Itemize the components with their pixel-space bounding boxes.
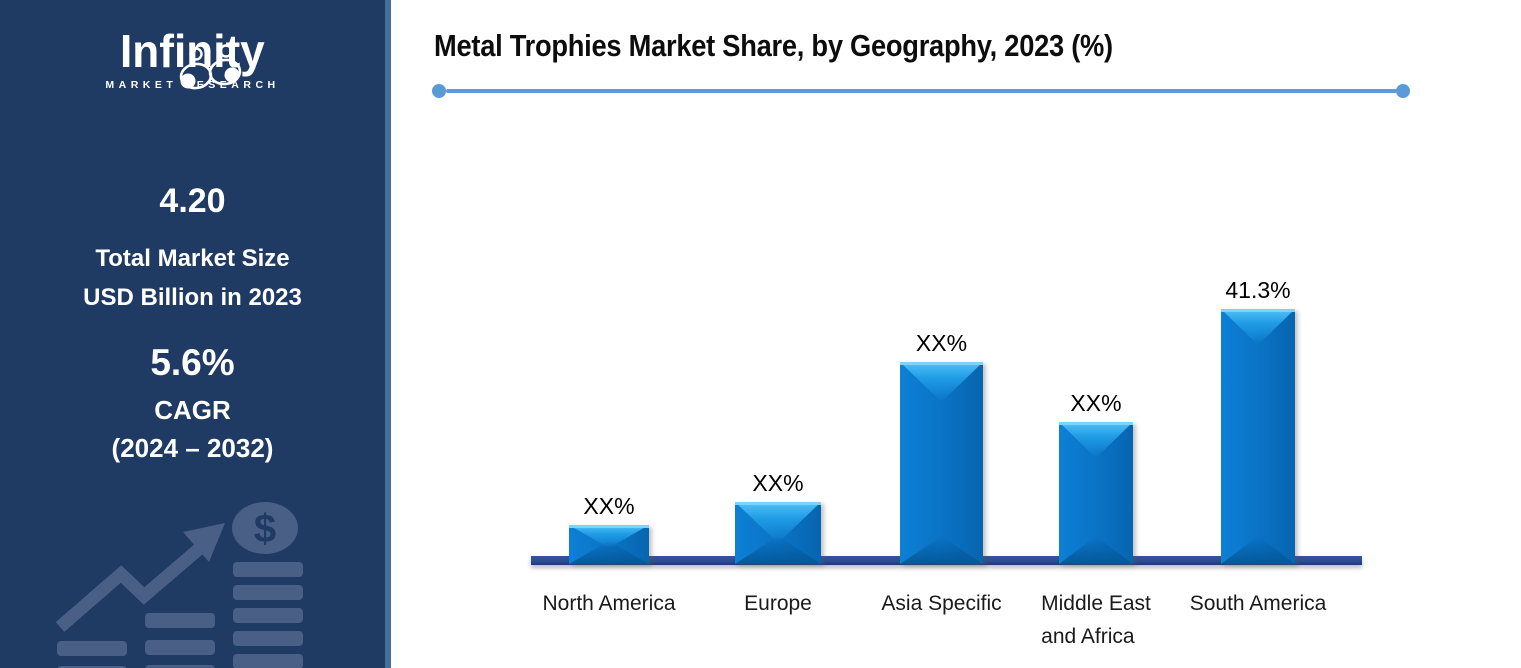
bar-value-label: XX%: [752, 470, 804, 496]
bar-top-edge: [900, 362, 983, 365]
market-size-value: 4.20: [159, 182, 226, 220]
bar-bevel-bottom: [900, 536, 983, 564]
bar-bevel-top: [1059, 422, 1133, 458]
bar-top-edge: [1221, 309, 1295, 312]
cagr-value: 5.6%: [150, 342, 235, 383]
market-size-label-line1: Total Market Size: [95, 245, 290, 272]
bar: [735, 502, 821, 564]
bar-top-edge: [735, 502, 821, 505]
bar-bevel-top: [1221, 309, 1295, 345]
bar: [1221, 309, 1295, 564]
bar-bevel-bottom: [735, 536, 821, 564]
divider-left-dot: [432, 84, 446, 98]
bar-value-label: XX%: [915, 330, 968, 356]
bar-value-label: 41.3%: [1225, 277, 1291, 303]
cagr-period: (2024 – 2032): [111, 432, 274, 463]
bar-category-label: Asia Specific: [881, 592, 1002, 615]
bar: [569, 525, 649, 564]
bar-category-label: South America: [1189, 592, 1327, 615]
sidebar-edge-strip: [385, 0, 391, 668]
growth-chart-dollar-icon: $: [55, 502, 303, 668]
market-size-label-line2: USD Billion in 2023: [83, 283, 302, 311]
bar-category-label: Europe: [744, 592, 812, 615]
bar-bevel-bottom: [569, 541, 649, 564]
bar-value-label: XX%: [583, 493, 635, 519]
divider-line: [446, 89, 1397, 93]
bar-top-edge: [569, 525, 649, 528]
bar-bevel-top: [900, 362, 983, 402]
bar-category-label: Middle East and Africa: [1041, 592, 1151, 648]
divider-right-dot: [1396, 84, 1410, 98]
sidebar-panel: Infinity MARKET RESEARCH 4.20 Total Mark…: [0, 0, 385, 668]
svg-text:$: $: [254, 507, 276, 551]
market-size-label: Total Market Size USD Billion in 2023: [0, 240, 385, 318]
bar-bevel-bottom: [1221, 536, 1295, 564]
bar-value-label: XX%: [1070, 390, 1122, 416]
bar-top-edge: [1059, 422, 1133, 425]
bar-bevel-bottom: [1059, 536, 1133, 564]
bar: [900, 362, 983, 564]
cagr-label: CAGR: [154, 395, 231, 425]
bar: [1059, 422, 1133, 564]
chart-title: Metal Trophies Market Share, by Geograph…: [434, 28, 1113, 63]
cagr-label-block: CAGR (2024 – 2032): [0, 392, 385, 467]
bar-category-label: North America: [542, 592, 676, 615]
